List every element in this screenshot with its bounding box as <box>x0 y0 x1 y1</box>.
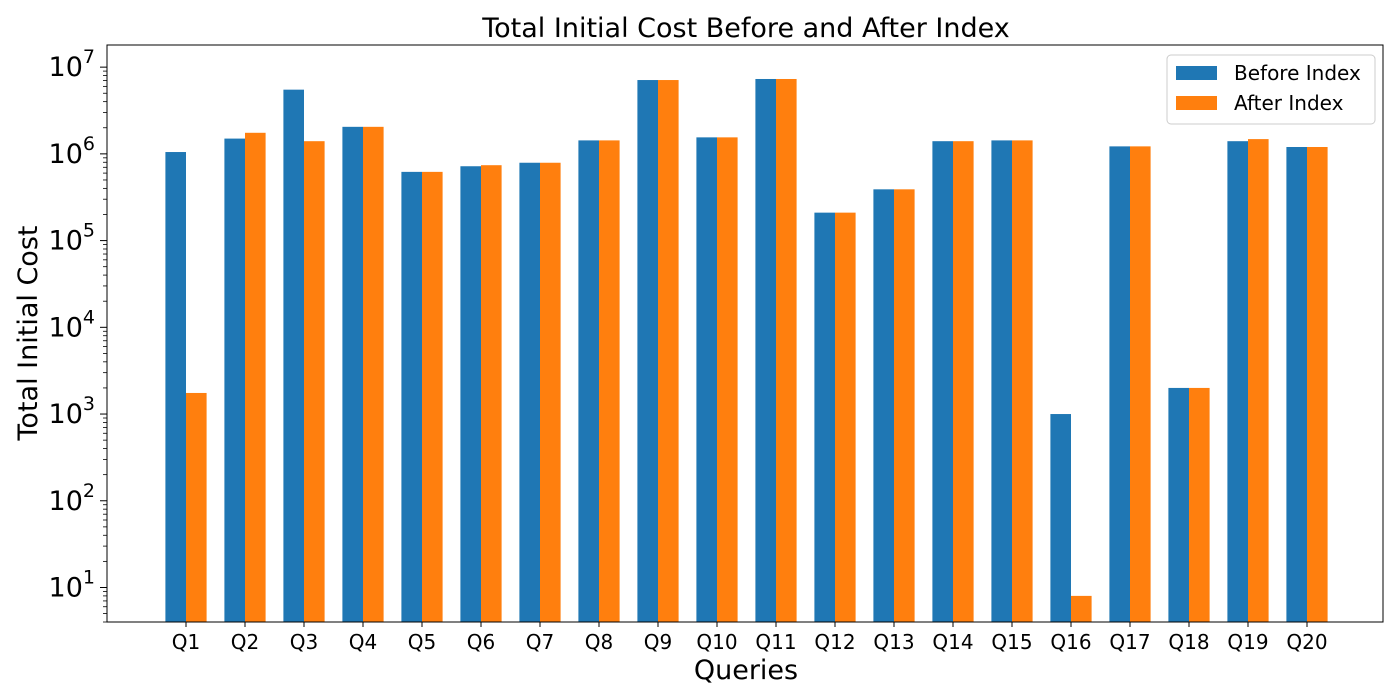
bar-after-q10 <box>717 137 738 623</box>
bar-after-q15 <box>1012 140 1033 622</box>
bar-before-q9 <box>637 80 658 623</box>
y-axis-ticks: 101 102 103 104 105 106 107 <box>49 46 107 623</box>
x-tick-label: Q10 <box>696 630 737 654</box>
y-tick-label: 104 <box>49 306 95 343</box>
y-tick-label: 105 <box>49 220 95 257</box>
x-tick-label: Q3 <box>290 630 318 654</box>
bar-before-q10 <box>696 137 717 623</box>
x-tick-label: Q5 <box>408 630 436 654</box>
bar-after-q4 <box>363 126 384 622</box>
bar-after-q20 <box>1307 147 1328 622</box>
x-tick-label: Q19 <box>1227 630 1268 654</box>
x-tick-label: Q16 <box>1050 630 1091 654</box>
x-tick-label: Q11 <box>755 630 796 654</box>
bar-before-q1 <box>165 152 186 622</box>
y-axis-label: Total Initial Cost <box>13 226 44 442</box>
bar-after-q13 <box>894 189 915 622</box>
chart-title: Total Initial Cost Before and After Inde… <box>481 13 1010 44</box>
bar-after-q6 <box>481 165 502 622</box>
bar-after-q14 <box>953 141 974 622</box>
bars-layer <box>165 78 1328 623</box>
x-tick-label: Q20 <box>1286 630 1327 654</box>
y-tick-label: 102 <box>49 480 95 517</box>
x-tick-label: Q2 <box>231 630 259 654</box>
bar-after-q19 <box>1248 139 1269 622</box>
bar-before-q8 <box>578 140 599 622</box>
x-tick-label: Q17 <box>1109 630 1150 654</box>
bar-before-q16 <box>1050 414 1071 622</box>
bar-after-q12 <box>835 212 856 622</box>
bar-before-q17 <box>1109 146 1130 622</box>
bar-before-q19 <box>1227 141 1248 622</box>
bar-after-q3 <box>304 141 325 622</box>
x-tick-label: Q9 <box>644 630 672 654</box>
plot-frame <box>106 44 1384 623</box>
legend-swatch-before <box>1176 66 1217 80</box>
bar-before-q5 <box>401 171 422 622</box>
bar-before-q14 <box>932 141 953 622</box>
legend-label-before: Before Index <box>1234 61 1361 85</box>
y-tick-label: 106 <box>49 133 95 170</box>
x-tick-label: Q7 <box>526 630 554 654</box>
x-tick-label: Q1 <box>172 630 200 654</box>
bar-before-q11 <box>755 78 776 623</box>
x-tick-label: Q14 <box>932 630 973 654</box>
bar-after-q7 <box>540 162 561 623</box>
bar-after-q5 <box>422 171 443 622</box>
x-axis-ticks: Q1 Q2 Q3 Q4 Q5 Q6 Q7 Q8 Q9 Q10 Q11 Q12 Q13 Q14 Q15 Q16 Q… <box>172 622 1328 654</box>
bar-before-q4 <box>342 126 363 622</box>
bar-after-q1 <box>186 392 207 622</box>
x-tick-label: Q18 <box>1168 630 1209 654</box>
x-tick-label: Q13 <box>873 630 914 654</box>
bar-before-q20 <box>1286 147 1307 622</box>
x-tick-label: Q15 <box>991 630 1032 654</box>
x-tick-label: Q12 <box>814 630 855 654</box>
legend-box <box>1166 54 1376 125</box>
bar-before-q6 <box>460 166 481 623</box>
y-tick-label: 103 <box>49 393 95 430</box>
bar-before-q15 <box>991 140 1012 622</box>
legend-label-after: After Index <box>1234 91 1344 115</box>
bar-after-q11 <box>776 78 797 623</box>
x-tick-label: Q4 <box>349 630 377 654</box>
bar-after-q18 <box>1189 387 1210 622</box>
y-tick-label: 101 <box>49 566 95 603</box>
bar-before-q12 <box>814 212 835 622</box>
bar-before-q2 <box>224 138 245 622</box>
x-tick-label: Q8 <box>585 630 613 654</box>
bar-after-q9 <box>658 80 679 623</box>
bar-before-q18 <box>1168 387 1189 622</box>
bar-after-q2 <box>245 132 266 623</box>
legend-swatch-after <box>1176 96 1217 110</box>
bar-after-q16 <box>1071 595 1092 622</box>
x-tick-label: Q6 <box>467 630 495 654</box>
legend: Before Index After Index <box>1166 54 1376 125</box>
bar-after-q8 <box>599 140 620 622</box>
bar-before-q3 <box>283 89 304 622</box>
x-axis-label: Queries <box>694 655 798 686</box>
bar-before-q7 <box>519 162 540 623</box>
bar-after-q17 <box>1130 146 1151 622</box>
y-tick-label: 107 <box>49 46 95 83</box>
bar-before-q13 <box>873 189 894 622</box>
